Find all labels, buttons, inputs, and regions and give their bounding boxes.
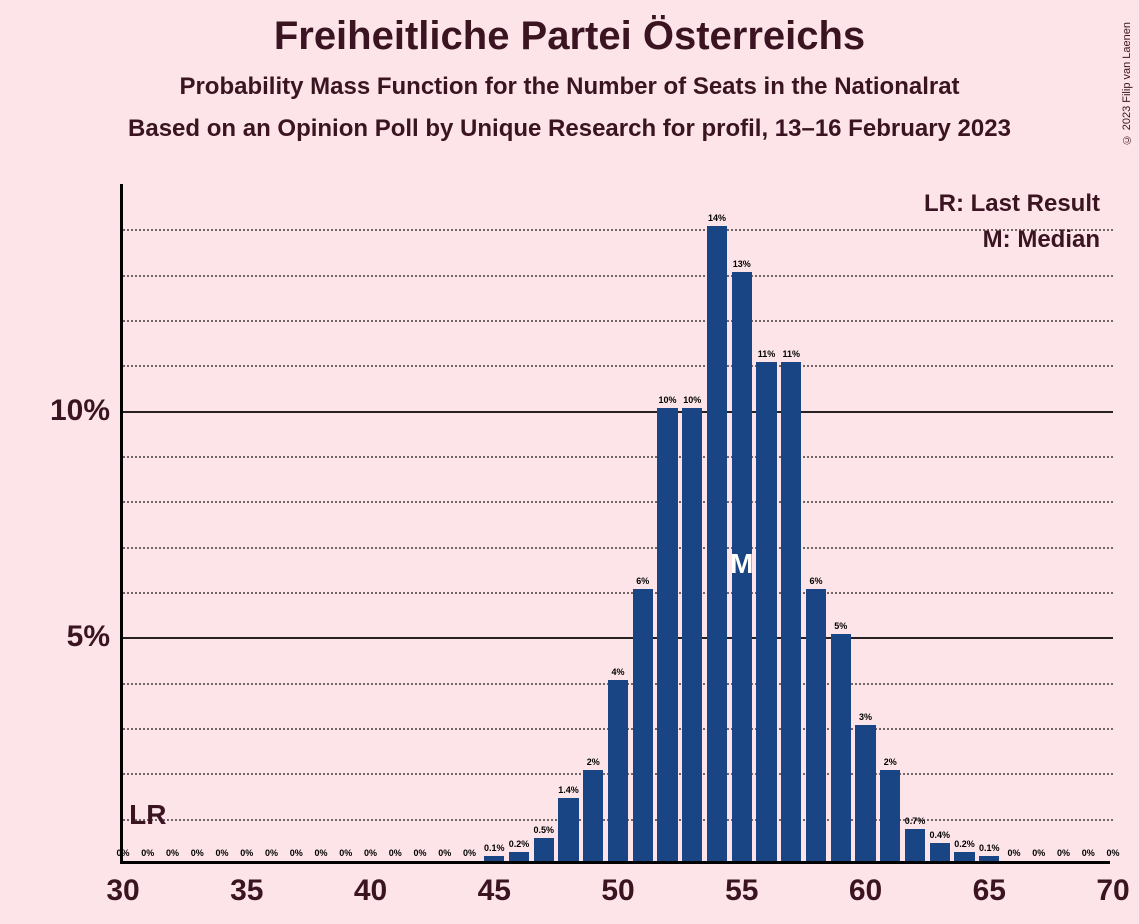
bar-value-label: 10%: [658, 395, 676, 405]
pmf-bar-chart: 5%10%3035404550556065700%0%0%0%0%0%0%0%0…: [120, 184, 1110, 864]
bar-value-label: 0%: [314, 848, 327, 858]
bar-value-label: 0.2%: [954, 839, 975, 849]
bar-value-label: 0.7%: [905, 816, 926, 826]
bar-value-label: 0.1%: [484, 843, 505, 853]
chart-subtitle-2: Based on an Opinion Poll by Unique Resea…: [0, 115, 1139, 143]
x-axis-tick-label: 35: [230, 874, 263, 908]
bar-value-label: 0%: [364, 848, 377, 858]
grid-minor: [123, 275, 1113, 277]
x-axis-tick-label: 70: [1096, 874, 1129, 908]
probability-bar: [509, 852, 529, 861]
bar-value-label: 0%: [166, 848, 179, 858]
x-axis-tick-label: 40: [354, 874, 387, 908]
bar-value-label: 0.5%: [533, 825, 554, 835]
bar-value-label: 2%: [587, 757, 600, 767]
x-axis-tick-label: 30: [106, 874, 139, 908]
bar-value-label: 2%: [884, 757, 897, 767]
grid-minor: [123, 320, 1113, 322]
bar-value-label: 1.4%: [558, 785, 579, 795]
bar-value-label: 6%: [809, 576, 822, 586]
probability-bar: [583, 770, 603, 861]
grid-minor: [123, 547, 1113, 549]
grid-minor: [123, 365, 1113, 367]
bar-value-label: 0%: [438, 848, 451, 858]
y-axis-tick-label: 5%: [0, 620, 110, 654]
probability-bar: [707, 226, 727, 861]
bar-value-label: 0%: [339, 848, 352, 858]
bar-value-label: 0.2%: [509, 839, 530, 849]
x-axis-tick-label: 55: [725, 874, 758, 908]
bar-value-label: 3%: [859, 712, 872, 722]
legend-last-result: LR: Last Result: [924, 190, 1100, 218]
bar-value-label: 0%: [389, 848, 402, 858]
probability-bar: [855, 725, 875, 861]
bar-value-label: 10%: [683, 395, 701, 405]
plot-area: 5%10%3035404550556065700%0%0%0%0%0%0%0%0…: [120, 184, 1110, 864]
bar-value-label: 0%: [1057, 848, 1070, 858]
grid-minor: [123, 456, 1113, 458]
bar-value-label: 14%: [708, 213, 726, 223]
median-marker: M: [730, 548, 753, 580]
bar-value-label: 11%: [782, 349, 800, 359]
bar-value-label: 0.4%: [929, 830, 950, 840]
bar-value-label: 0%: [265, 848, 278, 858]
bar-value-label: 0%: [191, 848, 204, 858]
bar-value-label: 0%: [1032, 848, 1045, 858]
chart-title: Freiheitliche Partei Österreichs: [0, 14, 1139, 59]
bar-value-label: 0%: [413, 848, 426, 858]
bar-value-label: 0%: [1082, 848, 1095, 858]
probability-bar: [756, 362, 776, 861]
bar-value-label: 6%: [636, 576, 649, 586]
x-axis-tick-label: 65: [973, 874, 1006, 908]
probability-bar: [534, 838, 554, 861]
probability-bar: [484, 856, 504, 861]
probability-bar: [781, 362, 801, 861]
bar-value-label: 0%: [1007, 848, 1020, 858]
bar-value-label: 0%: [290, 848, 303, 858]
probability-bar: [633, 589, 653, 861]
chart-subtitle: Probability Mass Function for the Number…: [0, 73, 1139, 101]
probability-bar: [682, 408, 702, 861]
probability-bar: [558, 798, 578, 861]
x-axis-tick-label: 45: [478, 874, 511, 908]
bar-value-label: 13%: [733, 259, 751, 269]
bar-value-label: 0%: [463, 848, 476, 858]
probability-bar: [880, 770, 900, 861]
bar-value-label: 0%: [141, 848, 154, 858]
bar-value-label: 0%: [1106, 848, 1119, 858]
y-axis-tick-label: 10%: [0, 394, 110, 428]
grid-major: [123, 637, 1113, 639]
bar-value-label: 0%: [215, 848, 228, 858]
grid-major: [123, 411, 1113, 413]
x-axis-tick-label: 50: [601, 874, 634, 908]
bar-value-label: 11%: [758, 349, 776, 359]
grid-minor: [123, 229, 1113, 231]
bar-value-label: 0%: [116, 848, 129, 858]
x-axis-tick-label: 60: [849, 874, 882, 908]
probability-bar: [954, 852, 974, 861]
probability-bar: [930, 843, 950, 861]
probability-bar: [831, 634, 851, 861]
bar-value-label: 0.1%: [979, 843, 1000, 853]
grid-minor: [123, 592, 1113, 594]
bar-value-label: 0%: [240, 848, 253, 858]
probability-bar: [905, 829, 925, 861]
legend-median: M: Median: [983, 226, 1100, 254]
last-result-marker: LR: [129, 799, 166, 831]
probability-bar: [806, 589, 826, 861]
bar-value-label: 4%: [611, 667, 624, 677]
probability-bar: [657, 408, 677, 861]
grid-minor: [123, 501, 1113, 503]
copyright-text: © 2023 Filip van Laenen: [1121, 22, 1133, 145]
probability-bar: [608, 680, 628, 861]
bar-value-label: 5%: [834, 621, 847, 631]
probability-bar: [979, 856, 999, 861]
